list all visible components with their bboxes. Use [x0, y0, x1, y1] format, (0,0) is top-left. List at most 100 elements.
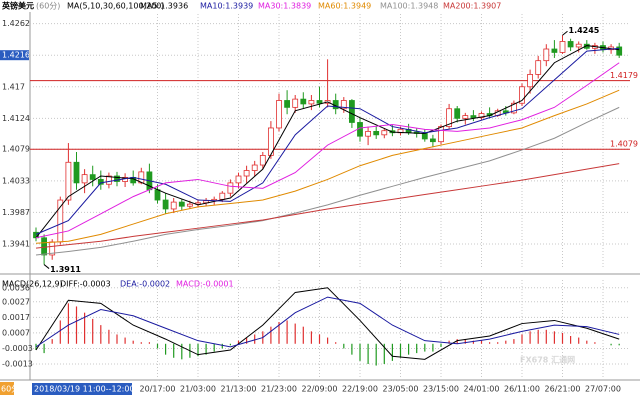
annotation-label: 1.4245	[569, 26, 600, 35]
x-tick-label: 26/11:00	[504, 385, 540, 394]
candle-body	[543, 48, 550, 62]
candle-body	[616, 46, 623, 56]
y-tick-label: 1.417	[2, 82, 25, 91]
candle-body	[65, 161, 72, 201]
x-tick-label: 26/21:00	[545, 385, 581, 394]
candle-body	[73, 161, 80, 184]
y-tick-label: 0.0017	[2, 313, 30, 322]
x-tick-label: 27/07:00	[585, 385, 621, 394]
candle-body	[527, 74, 533, 88]
y-tick-label: 1.4079	[2, 145, 30, 154]
ma-line	[35, 106, 620, 256]
candle-body	[365, 130, 372, 137]
candle-body	[284, 100, 291, 108]
candle-body	[106, 175, 112, 185]
legend-entry: DIFF:-0.0003	[60, 280, 111, 289]
x-tick-label: 2018/03/19 11:00--12:00	[34, 385, 135, 394]
candle-body	[292, 98, 299, 108]
candle-body	[97, 179, 104, 185]
indicator-title: MA(5,10,30,60,100,200)	[67, 2, 165, 11]
y-tick-label: 1.4262	[2, 19, 30, 28]
y-tick-label: 1.3941	[2, 239, 30, 248]
ma-line	[35, 296, 620, 348]
candle-body	[170, 201, 177, 210]
y-tick-label: 0.0027	[2, 297, 30, 306]
x-tick-label: 21/13:00	[221, 385, 257, 394]
candle-body	[300, 98, 307, 105]
candle-body	[462, 115, 469, 119]
symbol: 英镑美元	[1, 1, 34, 11]
ma-line	[35, 47, 620, 235]
candle-body	[89, 174, 96, 180]
y-tick-label: 1.4124	[2, 114, 30, 123]
candle-body	[243, 170, 250, 177]
candle-body	[114, 175, 120, 182]
period-badge	[0, 382, 14, 395]
candle-body	[429, 138, 436, 143]
candle-body	[567, 41, 574, 48]
candle-body	[478, 113, 485, 119]
candle-body	[308, 100, 315, 105]
candle-body	[340, 100, 347, 110]
macd-title: MACD(26,12,9)	[2, 280, 63, 289]
candle-body	[348, 100, 355, 123]
legend-entry: MA5:1.3936	[140, 2, 188, 11]
watermark: FX678 汇通网	[520, 355, 575, 365]
candle-body	[251, 164, 258, 171]
x-tick-label: 23/15:00	[423, 385, 459, 394]
x-tick-label: 20/17:00	[140, 385, 176, 394]
candle-body	[41, 237, 47, 256]
ma-line	[35, 62, 620, 239]
candle-body	[162, 199, 169, 210]
x-tick-label: 22/19:00	[342, 385, 378, 394]
legend-entry: MA100:1.3948	[380, 2, 438, 11]
cursor-time-box	[32, 383, 132, 395]
ma-line	[35, 287, 620, 360]
last-price-label: 1.4216	[2, 51, 30, 60]
candle-body	[438, 126, 444, 143]
y-tick-label: 0.0036	[2, 283, 30, 292]
ma-line	[35, 163, 620, 249]
candle-body	[421, 133, 428, 140]
candle-body	[235, 175, 242, 184]
x-tick-label: 22/09:00	[302, 385, 338, 394]
candle-body	[373, 130, 380, 136]
legend-entry: DEA:-0.0002	[120, 280, 170, 289]
candle-body	[259, 155, 266, 166]
annotation-leader	[43, 264, 50, 269]
candle-body	[559, 41, 566, 53]
legend-entry: MA60:1.3949	[318, 2, 371, 11]
y-tick-label: 1.4033	[2, 176, 30, 185]
y-tick-label: -0.0013	[2, 360, 33, 369]
legend-entry: MA10:1.3939	[200, 2, 253, 11]
x-tick-label: 21/03:00	[180, 385, 216, 394]
period-label: 60分	[1, 385, 19, 394]
candle-body	[227, 182, 234, 194]
candle-body	[470, 115, 477, 119]
candle-body	[446, 108, 453, 127]
candle-body	[186, 203, 193, 207]
last-price-box	[0, 50, 29, 61]
candle-body	[535, 60, 542, 75]
candle-body	[551, 48, 558, 53]
candle-body	[316, 100, 323, 104]
candle-body	[219, 192, 226, 200]
support-label: 1.4179	[610, 71, 638, 80]
x-tick-label: 21/23:00	[261, 385, 297, 394]
annotation-label: 1.3911	[50, 265, 81, 274]
support-label: 1.4079	[610, 140, 638, 149]
x-tick-label: 24/01:00	[464, 385, 500, 394]
candle-body	[154, 189, 161, 201]
x-tick-label: 23/05:00	[383, 385, 419, 394]
candle-body	[381, 130, 388, 136]
annotation-leader	[562, 30, 568, 36]
ma-line	[35, 45, 620, 239]
candle-body	[519, 86, 525, 104]
candle-body	[178, 201, 185, 207]
candle-body	[575, 43, 582, 48]
legend-entry: MACD:-0.0001	[176, 280, 234, 289]
period: (60分)	[36, 2, 60, 11]
y-tick-label: 1.3987	[2, 208, 30, 217]
candle-body	[454, 108, 461, 119]
